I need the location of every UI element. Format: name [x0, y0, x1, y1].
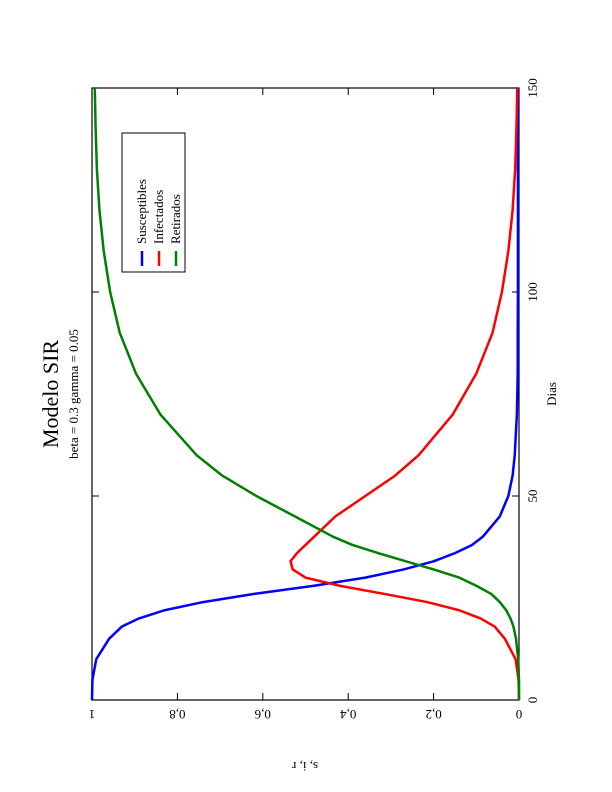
- y-axis-label: s, i, r: [291, 759, 318, 774]
- y-tick-label: 1: [89, 707, 96, 722]
- y-tick-label: 0,4: [340, 707, 357, 722]
- legend-label: Retirados: [168, 194, 183, 244]
- legend-label: Infectados: [151, 190, 166, 244]
- series-line: [93, 87, 521, 700]
- series-line: [90, 88, 520, 701]
- x-tick-label: 50: [525, 490, 540, 503]
- series-line: [289, 87, 521, 701]
- chart-subtitle: beta = 0.3 gamma = 0.05: [66, 329, 81, 459]
- x-tick-label: 150: [525, 78, 540, 98]
- legend-label: Susceptibles: [134, 179, 149, 244]
- plot-frame: [91, 87, 520, 701]
- y-tick-label: 0,6: [254, 707, 271, 722]
- y-tick-label: 0: [516, 707, 523, 722]
- x-axis-label: Dias: [544, 382, 559, 406]
- y-tick-label: 0,8: [169, 707, 185, 722]
- x-tick-label: 0: [525, 697, 540, 704]
- x-tick-label: 100: [525, 282, 540, 302]
- legend-box: [121, 132, 186, 273]
- chart: Modelo SIR beta = 0.3 gamma = 0.05 Dias …: [38, 78, 559, 774]
- y-tick-label: 0,2: [425, 707, 441, 722]
- chart-title: Modelo SIR: [38, 340, 63, 449]
